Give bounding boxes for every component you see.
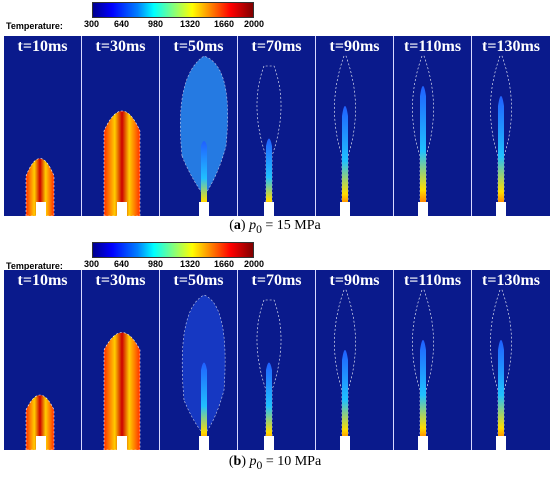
frame-time-label: t=130ms <box>482 38 540 55</box>
frame-time-label: t=30ms <box>95 272 146 289</box>
frame: t=70ms <box>238 36 316 216</box>
caption-variable: p <box>249 218 257 233</box>
frame: t=30ms <box>82 36 160 216</box>
colorbar-tick: 1320 <box>180 259 201 269</box>
flame-shapes <box>25 55 512 216</box>
frame-time-label: t=70ms <box>251 272 302 289</box>
frame: t=130ms <box>472 36 550 216</box>
frame-time-label: t=50ms <box>173 38 224 55</box>
frame: t=130ms <box>472 270 550 450</box>
colorbar-tick: 2000 <box>244 259 265 269</box>
panel-caption: (a) p0 = 15 MPa <box>229 218 321 236</box>
colorbar: Temperature: 300 640 980 1320 1660 2000 <box>0 0 550 31</box>
caption-label: b <box>233 454 242 469</box>
colorbar-tick: 1320 <box>180 19 201 29</box>
caption-subscript: 0 <box>256 222 262 236</box>
colorbar-title: Temperature: <box>6 261 63 271</box>
frame: t=30ms <box>82 270 160 450</box>
simulation-strip: t=10ms t=30ms t=50ms t=70ms t=90ms t=110… <box>4 270 550 450</box>
frame-time-label: t=110ms <box>403 38 462 55</box>
frame-time-label: t=130ms <box>482 272 540 289</box>
colorbar-tick: 1660 <box>214 259 235 269</box>
colorbar-tick: 640 <box>114 19 130 29</box>
colorbar-tick: 640 <box>114 259 130 269</box>
caption-variable: p <box>249 454 257 469</box>
frame-time-label: t=10ms <box>17 38 68 55</box>
colorbar-tick: 300 <box>84 259 100 269</box>
colorbar-title: Temperature: <box>6 21 63 31</box>
colorbar-tick: 980 <box>148 19 164 29</box>
frame-time-label: t=50ms <box>173 272 224 289</box>
frame: t=110ms <box>394 36 472 216</box>
colorbar-ticks: 300 640 980 1320 1660 2000 <box>84 259 269 273</box>
colorbar-ticks: 300 640 980 1320 1660 2000 <box>84 19 269 33</box>
simulation-strip: t=10ms t=30ms t=50ms t=70ms t=90ms t=110… <box>4 36 550 216</box>
frame-time-label: t=110ms <box>403 272 462 289</box>
colorbar: Temperature: 300 640 980 1320 1660 2000 <box>0 240 550 271</box>
frame-time-label: t=90ms <box>329 38 380 55</box>
frame: t=90ms <box>316 270 394 450</box>
caption-value: = 10 MPa <box>265 454 322 469</box>
frame-time-label: t=90ms <box>329 272 380 289</box>
flame-shapes <box>25 289 512 450</box>
caption-label: a <box>233 218 241 233</box>
frame-time-label: t=10ms <box>17 272 68 289</box>
colorbar-gradient <box>92 242 254 258</box>
colorbar-tick: 1660 <box>214 19 235 29</box>
frame: t=110ms <box>394 270 472 450</box>
frame: t=10ms <box>4 36 82 216</box>
frame-time-label: t=70ms <box>251 38 302 55</box>
frame-time-label: t=30ms <box>95 38 146 55</box>
caption-subscript: 0 <box>256 458 263 472</box>
colorbar-tick: 980 <box>148 259 164 269</box>
caption-value: = 15 MPa <box>265 218 321 233</box>
colorbar-tick: 2000 <box>244 19 265 29</box>
frame: t=10ms <box>4 270 82 450</box>
colorbar-tick: 300 <box>84 19 100 29</box>
colorbar-gradient <box>92 2 254 18</box>
frame: t=90ms <box>316 36 394 216</box>
frame: t=70ms <box>238 270 316 450</box>
frame: t=50ms <box>160 36 238 216</box>
frame: t=50ms <box>160 270 238 450</box>
panel-caption: (b) p0 = 10 MPa <box>228 454 322 472</box>
